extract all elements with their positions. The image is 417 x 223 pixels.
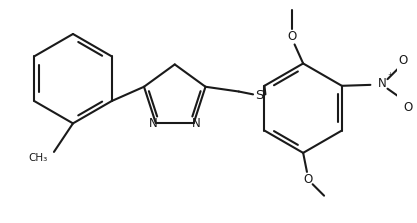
Text: O: O — [404, 101, 413, 114]
Text: N: N — [148, 117, 157, 130]
Text: O: O — [303, 173, 312, 186]
Text: O: O — [287, 30, 296, 43]
Text: O: O — [398, 54, 407, 67]
Text: S: S — [256, 89, 264, 102]
Text: ⁺: ⁺ — [388, 72, 393, 82]
Text: N: N — [192, 117, 201, 130]
Text: CH₃: CH₃ — [28, 153, 47, 163]
Text: ⁻: ⁻ — [416, 109, 417, 119]
Text: N: N — [377, 77, 386, 90]
